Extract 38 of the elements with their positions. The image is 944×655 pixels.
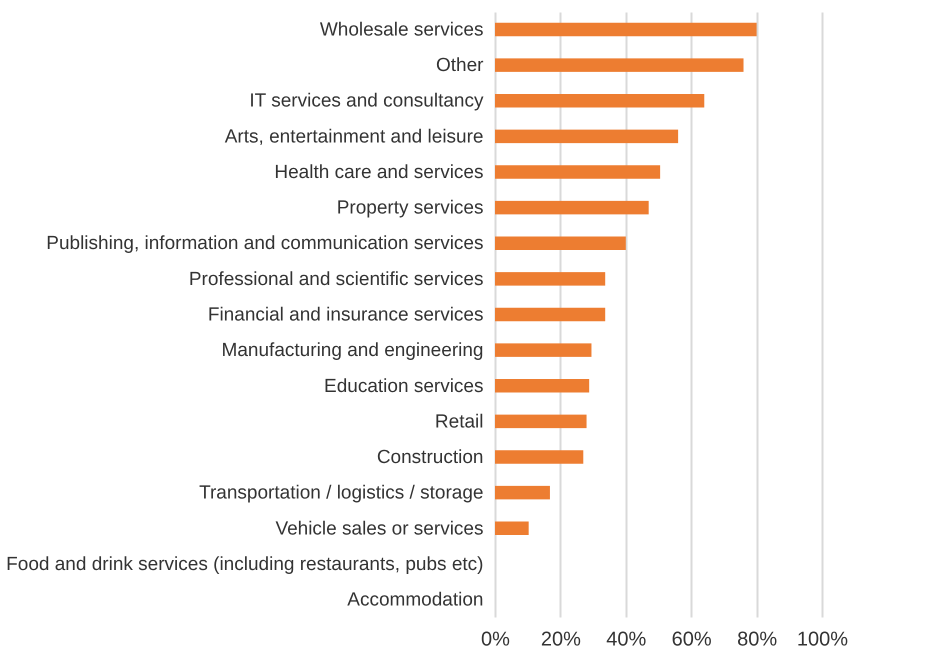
y-tick-label: Professional and scientific services [188,268,484,290]
y-tick-label: IT services and consultancy [249,90,484,112]
bar [495,200,649,214]
x-tick-label: 20% [540,628,582,650]
bar [495,58,744,72]
y-tick-label: Manufacturing and engineering [222,340,484,362]
x-tick-label: 80% [737,628,778,650]
y-tick-label: Retail [434,411,484,432]
y-tick-label: Property services [336,198,484,219]
bar [495,378,590,393]
bar [495,165,660,179]
y-tick-label: Wholesale services [320,19,484,40]
y-tick-label: Accommodation [347,590,484,611]
bar [495,94,704,108]
y-tick-label: Publishing, information and communication services [46,233,484,254]
y-tick-label: Other [436,55,484,76]
bar [495,343,592,357]
y-tick-label: Vehicle sales or services [275,518,484,540]
x-tick-label: 60% [672,628,712,650]
bar [495,22,757,36]
x-tick-label: 0% [481,628,510,650]
bar [495,486,550,500]
bar [495,130,678,144]
y-tick-label: Food and drink services (including restaurants, pubs etc) [6,554,484,575]
y-tick-label: Arts, entertainment and leisure [224,126,484,148]
bar [495,414,587,428]
y-tick-label: Transportation / logistics / storage [199,482,484,504]
x-tick-label: 100% [796,628,848,650]
y-tick-label: Financial and insurance services [208,304,484,326]
bar [495,272,606,286]
y-tick-label: Health care and services [274,162,484,183]
bar [495,308,606,322]
y-tick-label: Construction [376,447,484,468]
bar [495,522,529,536]
bar [495,450,584,464]
bar [495,236,626,250]
x-tick-label: 40% [606,628,647,650]
y-tick-label: Education services [324,376,484,397]
